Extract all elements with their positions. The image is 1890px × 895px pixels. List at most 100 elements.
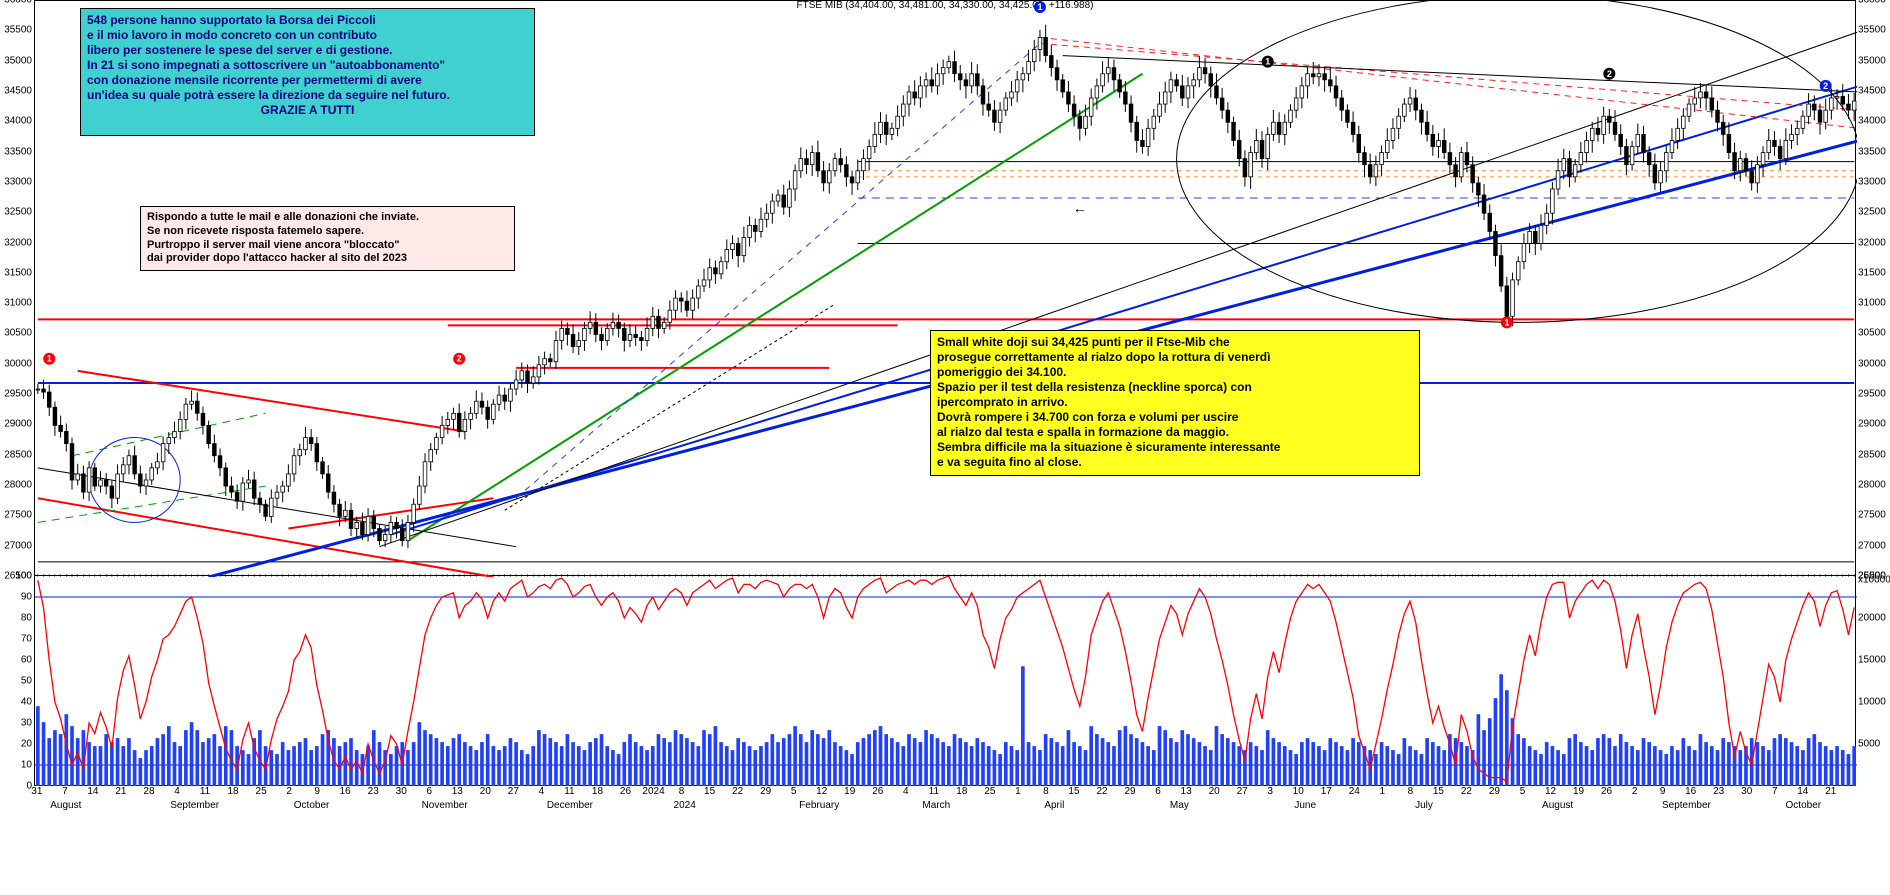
ytick: 50: [21, 676, 32, 687]
xtick-month: February: [799, 800, 839, 811]
ytick: 32500: [1858, 207, 1886, 218]
xtick-month: September: [170, 800, 219, 811]
xtick-day: 2: [1632, 786, 1638, 797]
ytick: 29000: [4, 419, 32, 430]
xtick-day: 17: [1321, 786, 1332, 797]
note-line: con donazione mensile ricorrente per per…: [87, 73, 528, 88]
xtick-day: 2: [286, 786, 292, 797]
xtick-day: 22: [1461, 786, 1472, 797]
xtick-day: 4: [539, 786, 545, 797]
xtick-day: 25: [256, 786, 267, 797]
ytick: 33000: [1858, 176, 1886, 187]
ytick: 35000: [4, 55, 32, 66]
xtick-day: 16: [1685, 786, 1696, 797]
svg-text:1: 1: [47, 354, 52, 364]
oscillator-panel[interactable]: [34, 576, 1856, 786]
ytick: 80: [21, 613, 32, 624]
xtick-day: 14: [1797, 786, 1808, 797]
ytick: 36000: [1858, 0, 1886, 6]
xtick-month: August: [50, 800, 81, 811]
xtick-month: October: [294, 800, 330, 811]
xtick-day: 13: [452, 786, 463, 797]
xtick-day: 1: [1380, 786, 1386, 797]
svg-text:2: 2: [457, 354, 462, 364]
supporters-note-box: 548 persone hanno supportato la Borsa de…: [80, 8, 535, 136]
note-line: un'idea su quale potrà essere la direzio…: [87, 88, 528, 103]
ytick: 28000: [4, 480, 32, 491]
xtick-day: 6: [426, 786, 432, 797]
xtick-day: 20: [1209, 786, 1220, 797]
ytick: 32000: [4, 237, 32, 248]
sub-chart-svg: [35, 576, 1857, 786]
xtick-day: 2024: [642, 786, 664, 797]
ytick: 10: [21, 760, 32, 771]
ytick: 20: [21, 739, 32, 750]
ytick: 28500: [1858, 449, 1886, 460]
xtick-day: 21: [115, 786, 126, 797]
xtick-day: 18: [956, 786, 967, 797]
ytick: 29500: [1858, 389, 1886, 400]
xtick-day: 26: [1601, 786, 1612, 797]
ytick: 31000: [4, 298, 32, 309]
xtick-day: 22: [732, 786, 743, 797]
xtick-day: 1: [1015, 786, 1021, 797]
ytick: 27000: [4, 540, 32, 551]
ytick: 60: [21, 655, 32, 666]
xtick-day: 26: [620, 786, 631, 797]
xtick-day: 25: [984, 786, 995, 797]
xtick-day: 22: [1096, 786, 1107, 797]
xtick-day: 12: [1545, 786, 1556, 797]
xtick-day: 29: [1124, 786, 1135, 797]
xtick-day: 30: [1741, 786, 1752, 797]
xtick-day: 23: [1713, 786, 1724, 797]
svg-text:1: 1: [1504, 317, 1509, 327]
xtick-day: 3: [1267, 786, 1273, 797]
xtick-day: 30: [396, 786, 407, 797]
ytick: 35000: [1858, 55, 1886, 66]
xtick-day: 18: [592, 786, 603, 797]
note-line: al rialzo dal testa e spalla in formazio…: [937, 425, 1413, 440]
svg-text:1: 1: [1037, 2, 1042, 12]
xtick-day: 6: [1155, 786, 1161, 797]
xtick-day: 4: [174, 786, 180, 797]
note-line: In 21 si sono impegnati a sottoscrivere …: [87, 58, 528, 73]
xtick-month: March: [922, 800, 950, 811]
xtick-day: 5: [1520, 786, 1526, 797]
note-line: Rispondo a tutte le mail e alle donazion…: [147, 211, 508, 225]
ytick: 33500: [1858, 146, 1886, 157]
ytick: 5000: [1858, 739, 1880, 750]
xtick-day: 7: [1772, 786, 1778, 797]
ytick: 33000: [4, 176, 32, 187]
ytick: 27500: [1858, 510, 1886, 521]
ytick: 29500: [4, 389, 32, 400]
ytick: 70: [21, 634, 32, 645]
ytick: 34500: [1858, 85, 1886, 96]
note-line: Purtroppo il server mail viene ancora "b…: [147, 239, 508, 253]
xtick-month: May: [1170, 800, 1189, 811]
yaxis-right-main: 2650027000275002800028500290002950030000…: [1856, 0, 1890, 576]
note-line: e va seguita fino al close.: [937, 455, 1413, 470]
xtick-day: 7: [62, 786, 68, 797]
xtick-day: 9: [314, 786, 320, 797]
ytick: 28000: [1858, 480, 1886, 491]
xtick-day: 19: [844, 786, 855, 797]
ytick: 33500: [4, 146, 32, 157]
xtick-day: 4: [903, 786, 909, 797]
ytick: 36000: [4, 0, 32, 6]
note-line: pomeriggio dei 34.100.: [937, 365, 1413, 380]
xtick-day: 26: [872, 786, 883, 797]
xtick-day: 15: [704, 786, 715, 797]
svg-text:2: 2: [1823, 81, 1828, 91]
note-line: prosegue correttamente al rialzo dopo la…: [937, 350, 1413, 365]
ytick: 10000: [1858, 697, 1886, 708]
ytick: 28500: [4, 449, 32, 460]
note-line: ipercomprato in arrivo.: [937, 395, 1413, 410]
xtick-day: 31: [31, 786, 42, 797]
xtick-day: 28: [143, 786, 154, 797]
xtick-day: 23: [368, 786, 379, 797]
xtick-day: 8: [1408, 786, 1414, 797]
xtick-month: October: [1786, 800, 1822, 811]
analysis-note-box: Small white doji sui 34,425 punti per il…: [930, 330, 1420, 476]
ytick: 40: [21, 697, 32, 708]
xtick-day: 15: [1068, 786, 1079, 797]
